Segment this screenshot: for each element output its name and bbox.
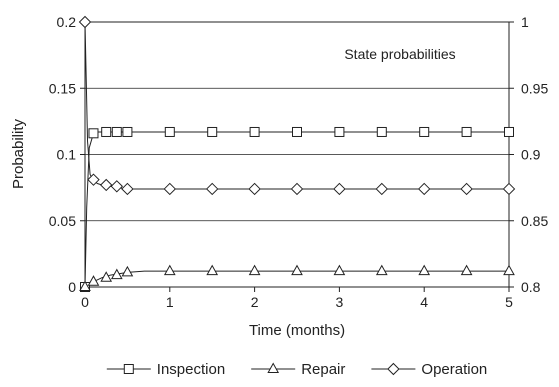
data-point-repair [79,280,91,291]
x-axis-label: Time (months) [249,322,345,339]
data-point-operation [163,182,177,196]
x-tick-label: 4 [420,294,428,310]
y-tick-label: 0.1 [57,147,77,163]
data-point-repair [418,264,431,276]
y-tick-label: 0.15 [49,80,76,96]
legend-marker-operation [387,362,400,376]
legend: Inspection Repair Operation [106,361,487,378]
legend-item-operation: Operation [371,361,487,378]
data-point-operation [502,182,516,196]
data-point-inspection [122,126,133,137]
legend-item-repair: Repair [251,361,345,378]
y-tick-label: 0.2 [57,14,77,30]
legend-marker-inspection [123,364,134,374]
marker-layer [78,15,516,292]
series-line-inspection [84,131,509,288]
data-point-repair [110,268,123,280]
y-tick-label: 0.05 [49,213,76,229]
legend-label-operation: Operation [421,361,487,378]
data-point-operation [110,180,124,193]
data-point-repair [121,265,134,277]
data-point-inspection [334,126,345,137]
legend-label-inspection: Inspection [157,361,225,378]
data-point-operation [417,182,431,196]
data-point-inspection [419,126,430,137]
y2-tick-label: 0.8 [521,279,541,295]
data-point-inspection [376,126,387,137]
data-point-inspection [101,126,112,137]
x-tick-label: 1 [166,294,174,310]
data-point-inspection [249,126,260,137]
data-point-repair [333,264,346,276]
data-point-operation [87,173,100,186]
data-point-operation [78,15,92,29]
data-point-operation [290,182,304,196]
data-point-operation [375,182,389,196]
data-point-repair [375,264,388,276]
y-axis-label: Probability [10,118,27,189]
y2-tick-label: 0.85 [521,213,548,229]
data-point-operation [121,182,134,196]
y2-tick-label: 0.95 [521,80,548,96]
data-point-inspection [164,126,175,137]
data-point-inspection [88,128,99,139]
x-tick-label: 3 [336,294,344,310]
data-point-operation [333,182,346,196]
data-point-repair [100,271,113,282]
data-point-operation [205,182,219,196]
legend-item-inspection: Inspection [106,361,225,378]
data-point-operation [460,182,473,196]
y2-tick-label: 1 [521,14,529,30]
data-point-operation [248,182,261,196]
data-point-repair [206,264,219,276]
data-point-inspection [207,126,218,137]
data-point-repair [503,264,515,276]
y-tick-label: 0 [68,279,76,295]
data-point-repair [87,275,100,286]
tick-layer: 0 0.05 0.1 0.15 0.2 0.8 0.85 0.9 0.95 1 0 1 2 3 4 5 [49,14,549,310]
data-point-inspection [461,126,472,137]
data-point-inspection [504,126,514,137]
data-point-repair [291,264,303,276]
data-point-repair [163,264,176,276]
data-point-operation [99,178,113,192]
chart-annotation: State probabilities [344,46,455,62]
x-tick-label: 2 [251,294,259,310]
y2-tick-label: 0.9 [521,147,541,163]
data-point-inspection [292,126,302,137]
data-point-repair [248,264,261,276]
legend-marker-repair [267,362,280,373]
legend-label-repair: Repair [301,361,345,378]
data-point-repair [460,264,473,276]
grid-layer [85,87,509,222]
x-tick-label: 5 [505,294,513,310]
x-tick-label: 0 [81,294,89,310]
data-point-inspection [111,126,122,137]
